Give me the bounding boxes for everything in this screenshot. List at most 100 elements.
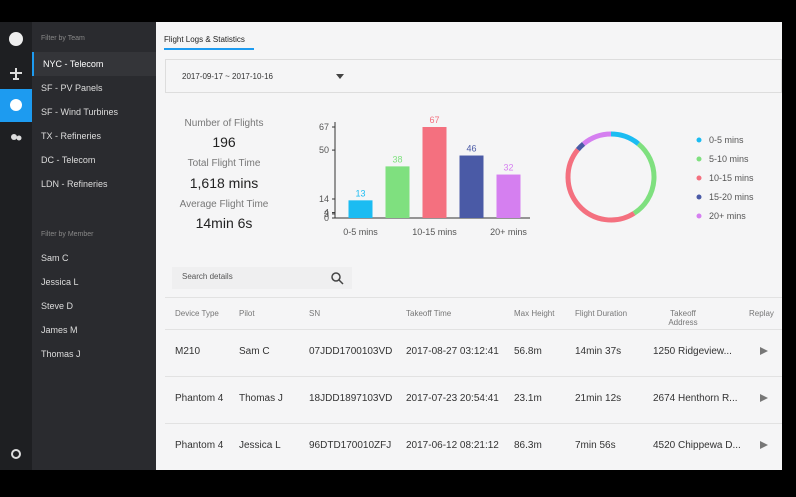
team-item[interactable]: LDN - Refineries [41,179,108,189]
table-cell: 56.8m [514,346,542,357]
table-cell: 7min 56s [575,440,616,451]
legend-swatch [696,213,702,219]
separator [165,423,782,424]
team-item[interactable]: DC - Telecom [41,155,96,165]
table-header[interactable]: Flight Duration [575,309,628,318]
bottom-bar [0,470,796,497]
tab[interactable]: Flight Logs & Statistics [164,35,245,44]
settings-icon[interactable] [11,449,21,459]
stat-label: Number of Flights [184,118,264,129]
y-tick-label: 3 [324,209,329,219]
stat-value: 14min 6s [195,215,253,231]
stat-value: 196 [212,134,236,150]
table-cell: Phantom 4 [175,440,224,451]
x-tick-label: 20+ mins [490,227,527,237]
team-icon [16,135,22,141]
legend-swatch [696,194,702,200]
donut-segment [632,141,657,216]
table-header: Takeoff Address [668,309,698,327]
plane-icon[interactable] [10,68,22,80]
stat-value: 1,618 mins [189,175,259,191]
y-tick-label: 50 [319,145,329,155]
team-item[interactable]: SF - Wind Turbines [41,107,119,117]
table-cell: 07JDD1700103VD [309,346,393,357]
team-item[interactable]: NYC - Telecom [32,52,156,76]
value-label: 46 [466,144,476,154]
logo [9,32,23,46]
table-cell: 2017-06-12 08:21:12 [406,440,499,451]
play-icon[interactable] [760,394,768,402]
table-header[interactable]: Max Height [514,309,555,318]
dropdown-arrow[interactable] [336,74,344,80]
legend-label: 10-15 mins [709,173,754,183]
bar [422,127,447,218]
table-header[interactable]: Takeoff Time [406,309,452,318]
play-icon[interactable] [760,441,768,449]
x-tick-label: 0-5 mins [343,227,378,237]
table-cell: 14min 37s [575,346,622,357]
table-cell: Phantom 4 [175,393,224,404]
date-box[interactable] [165,59,782,93]
stat-label: Average Flight Time [179,199,269,210]
main [156,22,782,470]
legend-label: 15-20 mins [709,192,754,202]
top-bar [0,0,796,22]
table-header: SN [309,309,321,318]
member-item[interactable]: James M [41,325,78,335]
table-cell: 1250 Ridgeview... [653,346,732,357]
table-cell: 21min 12s [575,393,622,404]
team-item[interactable]: TX - Refineries [41,131,102,141]
legend-swatch [696,156,702,162]
donut-segment [565,148,636,223]
bar [459,155,484,218]
sidebar [32,22,156,470]
table-cell: 2674 Henthorn R... [653,393,738,404]
member-item[interactable]: Thomas J [41,349,81,359]
table-cell: 23.1m [514,393,542,404]
legend-swatch [696,175,702,181]
bar [385,166,410,218]
member-item[interactable]: Sam C [41,253,69,263]
team-icon[interactable] [11,134,17,140]
member-item[interactable]: Jessica L [41,277,79,287]
table-header: Device Type [175,309,219,318]
y-tick-label: 4 [324,208,329,218]
table-cell: 2017-08-27 03:12:41 [406,346,499,357]
bar [496,174,521,218]
member-item[interactable]: Steve D [41,301,74,311]
legend-label: 5-10 mins [709,154,749,164]
chart-icon [10,99,22,111]
table-cell: 18JDD1897103VD [309,393,393,404]
bar [348,200,373,218]
play-icon[interactable] [760,347,768,355]
icons [0,32,32,459]
separator [165,297,782,298]
donut-segment [610,131,641,146]
legend-label: 20+ mins [709,211,746,221]
team-item[interactable]: SF - PV Panels [41,83,103,93]
y-tick-label: 14 [319,194,329,204]
value-label: 67 [429,115,439,125]
search-box[interactable] [172,267,352,289]
member-heading: Filter by Member [41,231,94,238]
table-cell: 86.3m [514,440,542,451]
stat-label: Total Flight Time [187,158,261,169]
date-range: 2017-09-17 ~ 2017-10-16 [182,72,273,81]
search-icon[interactable] [330,271,344,285]
separator [165,376,782,377]
table-header: Pilot [239,309,255,318]
table-cell: Sam C [239,346,270,357]
y-tick-label: 67 [319,122,329,132]
value-label: 13 [355,188,365,198]
y-tick-label: 0 [324,213,329,223]
table-cell: 2017-07-23 20:54:41 [406,393,499,404]
team-heading: Filter by Team [41,35,85,42]
donut-segment [581,131,612,146]
table-cell: 96DTD170010ZFJ [309,440,392,451]
table-header: Replay [749,309,774,318]
x-tick-label: 10-15 mins [412,227,457,237]
value-label: 38 [392,154,402,164]
search-placeholder: Search details [182,272,233,281]
